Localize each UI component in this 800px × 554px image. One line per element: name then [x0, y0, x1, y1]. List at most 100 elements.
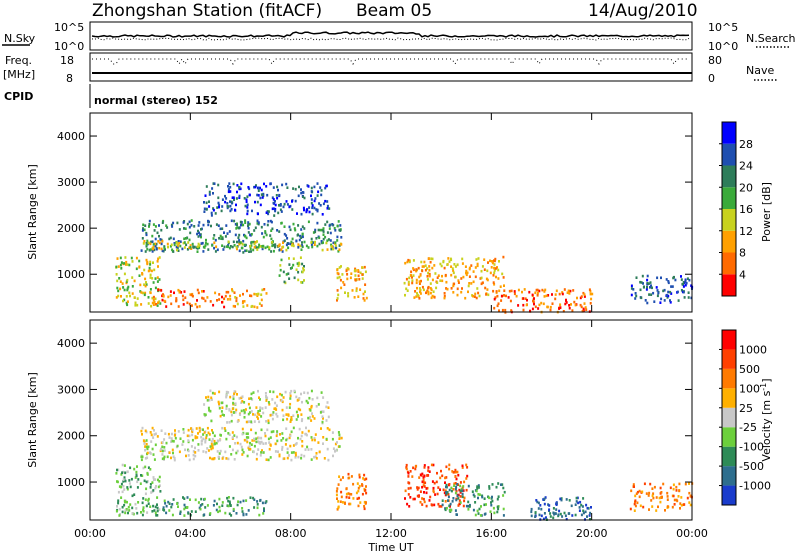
echo-cell [310, 404, 313, 408]
echo-cell [136, 297, 139, 300]
echo-cell [678, 482, 681, 486]
echo-cell [302, 206, 305, 210]
echo-cell [286, 203, 289, 206]
echo-cell [543, 295, 546, 298]
echo-cell [495, 290, 498, 293]
echo-cell [496, 304, 499, 308]
echo-cell [408, 505, 411, 508]
echo-cell [225, 290, 228, 294]
colorbar-segment [722, 274, 736, 296]
echo-cell [214, 442, 216, 446]
echo-cell [129, 503, 132, 506]
echo-cell [231, 196, 234, 199]
echo-cell [680, 275, 682, 278]
velocity-colorbar-label-main: Velocity [m s [760, 390, 773, 461]
echo-cell [279, 433, 281, 436]
echo-cell [651, 505, 654, 508]
echo-cell [659, 500, 662, 504]
echo-cell [143, 440, 146, 444]
echo-cell [218, 406, 221, 410]
echo-cell [157, 288, 160, 292]
echo-cell [123, 262, 126, 265]
echo-cell [337, 500, 340, 503]
echo-cell [339, 278, 342, 282]
echo-cell [162, 295, 165, 298]
echo-cell [459, 484, 462, 488]
echo-cell [224, 429, 227, 432]
echo-cell [365, 296, 368, 300]
echo-cell [508, 289, 511, 293]
echo-cell [326, 204, 329, 208]
echo-cell [227, 205, 230, 208]
echo-cell [451, 500, 454, 503]
echo-cell [225, 390, 228, 394]
echo-cell [253, 437, 255, 441]
echo-cell [309, 415, 311, 419]
echo-cell [216, 248, 219, 252]
echo-cell [419, 274, 422, 277]
echo-cell [492, 274, 495, 277]
echo-cell [452, 269, 455, 272]
echo-cell [314, 433, 317, 436]
echo-cell [130, 256, 133, 260]
echo-cell [289, 434, 292, 437]
echo-cell [686, 496, 689, 500]
echo-cell [144, 224, 147, 227]
echo-cell [221, 504, 224, 507]
echo-cell [158, 278, 161, 281]
echo-cell [338, 433, 341, 437]
echo-cell [255, 246, 258, 250]
echo-cell [582, 307, 585, 311]
colorbar-segment [722, 427, 736, 447]
echo-cell [160, 228, 163, 232]
echo-cell [299, 234, 302, 238]
echo-cell [312, 231, 315, 234]
echo-cell [203, 246, 206, 249]
echo-cell [142, 466, 145, 470]
echo-cell [204, 299, 207, 303]
echo-cell [672, 494, 675, 498]
echo-cell [227, 391, 230, 394]
echo-cell [301, 431, 304, 434]
echo-cell [416, 488, 419, 491]
echo-cell [478, 294, 481, 298]
echo-cell [410, 270, 413, 274]
echo-cell [327, 406, 330, 409]
echo-cell [233, 458, 236, 461]
echo-cell [253, 420, 256, 423]
echo-cell [338, 475, 341, 478]
echo-cell [116, 286, 119, 290]
echo-cell [528, 290, 531, 294]
echo-cell [191, 433, 194, 437]
echo-cell [321, 420, 324, 424]
echo-cell [126, 500, 128, 504]
echo-cell [497, 507, 500, 511]
echo-cell [492, 289, 495, 293]
echo-cell [490, 497, 493, 500]
echo-cell [551, 293, 553, 296]
echo-cell [437, 486, 440, 489]
echo-cell [185, 243, 188, 247]
echo-cell [172, 250, 175, 253]
echo-cell [196, 436, 199, 439]
echo-cell [116, 468, 118, 472]
echo-cell [239, 500, 242, 504]
echo-cell [656, 294, 659, 298]
echo-cell [650, 284, 652, 287]
echo-cell [582, 497, 585, 500]
echo-cell [547, 503, 550, 506]
echo-cell [344, 291, 346, 294]
echo-cell [238, 187, 241, 191]
echo-cell [349, 502, 352, 506]
echo-cell [252, 496, 255, 500]
echo-cell [320, 193, 323, 197]
echo-cell [217, 455, 220, 459]
echo-cell [232, 182, 235, 186]
echo-cell [306, 445, 309, 449]
echo-cell [446, 263, 449, 266]
echo-cell [641, 274, 644, 278]
echo-cell [302, 267, 305, 270]
echo-cell [297, 415, 299, 418]
echo-cell [301, 281, 304, 284]
echo-cell [552, 511, 555, 515]
